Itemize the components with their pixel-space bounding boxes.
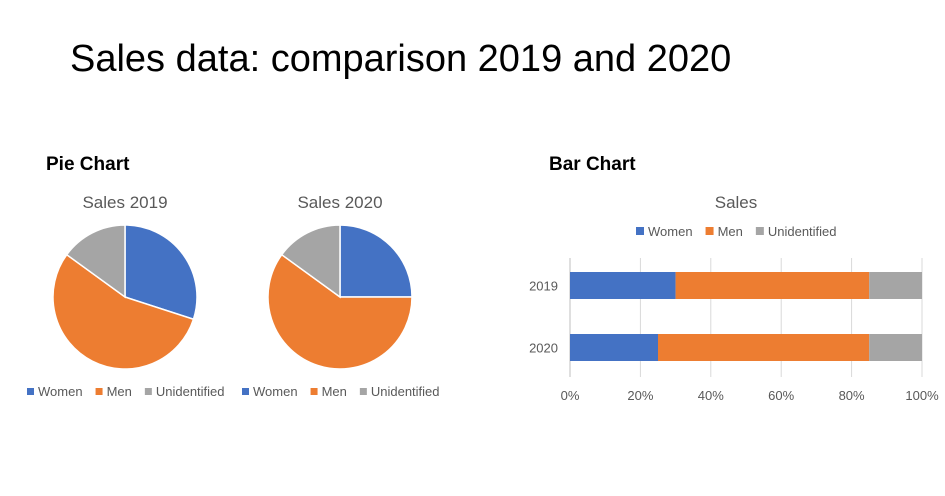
pie-legend-swatch-sales-2019-women: [27, 388, 34, 395]
bar-legend-swatch-unidentified: [755, 227, 764, 235]
bar-segment-2020-unidentified: [869, 334, 922, 361]
pie-charts: Sales 2019 Women Men Unidentified Sales 2020…: [27, 193, 440, 399]
pie-slice-sales-2019-unidentified: [65, 224, 126, 299]
pie-title-sales-2020: Sales 2020: [297, 193, 382, 212]
pie-slice-sales-2020-women: [339, 224, 413, 298]
bar-y-tick-2020: 2020: [529, 341, 558, 356]
bar-legend-label-unidentified: Unidentified: [768, 224, 837, 239]
pie-legend-swatch-sales-2019-unidentified: [144, 388, 152, 395]
bar-segment-2019-unidentified: [869, 272, 922, 299]
bar-segment-2019-men: [675, 272, 870, 299]
pie-slice-sales-2019-men: [52, 253, 195, 370]
pie-legend-swatch-sales-2020-unidentified: [359, 388, 367, 395]
pie-legend-label-sales-2020-unidentified: Unidentified: [371, 384, 440, 399]
pie-slice-sales-2019-women: [124, 224, 198, 321]
bar-x-tick-0: 0%: [561, 388, 580, 403]
bar-x-tick-20: 20%: [627, 388, 653, 403]
bar-legend-swatch-women: [636, 227, 644, 235]
bar-segment-2019-women: [570, 272, 676, 299]
bar-x-tick-80: 80%: [839, 388, 865, 403]
bar-x-tick-100: 100%: [905, 388, 939, 403]
pie-legend-swatch-sales-2020-men: [310, 388, 318, 395]
bar-segment-2020-women: [570, 334, 658, 361]
pie-slice-sales-2020-men: [267, 253, 413, 370]
bar-x-tick-40: 40%: [698, 388, 724, 403]
bar-chart: Sales Women Men Unidentified 0% 20% 40% 60% 80% 1…: [529, 193, 939, 403]
pie-legend-swatch-sales-2019-men: [95, 388, 103, 395]
pie-chart-heading: Pie Chart: [46, 154, 130, 175]
pie-title-sales-2019: Sales 2019: [82, 193, 167, 212]
pie-legend-label-sales-2019-men: Men: [107, 384, 132, 399]
bar-segment-2020-men: [658, 334, 870, 361]
pie-legend-label-sales-2019-women: Women: [38, 384, 83, 399]
bar-legend-swatch-men: [705, 227, 714, 235]
pie-legend-label-sales-2020-women: Women: [253, 384, 298, 399]
pie-legend-swatch-sales-2020-women: [242, 388, 249, 395]
pie-legend-label-sales-2019-unidentified: Unidentified: [156, 384, 225, 399]
pie-legend-label-sales-2020-men: Men: [322, 384, 347, 399]
bar-legend-label-women: Women: [648, 224, 693, 239]
pie-slice-sales-2020-unidentified: [280, 224, 341, 299]
bar-y-tick-2019: 2019: [529, 279, 558, 294]
slide-title: Sales data: comparison 2019 and 2020: [70, 38, 732, 80]
bar-chart-title: Sales: [715, 193, 758, 212]
bar-legend-label-men: Men: [718, 224, 743, 239]
bar-chart-heading: Bar Chart: [549, 154, 636, 175]
bar-x-tick-60: 60%: [768, 388, 794, 403]
